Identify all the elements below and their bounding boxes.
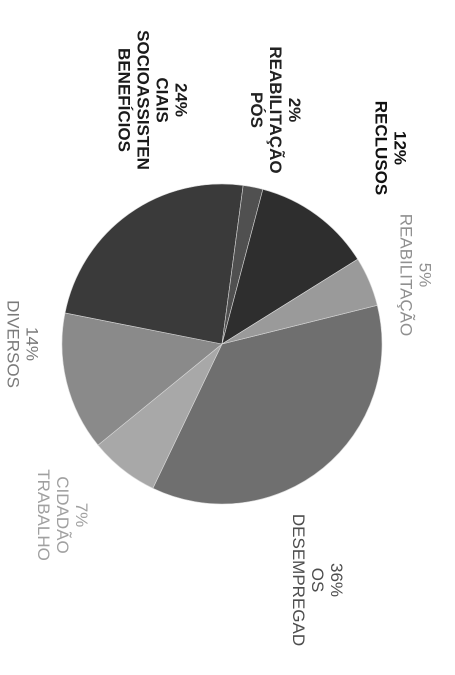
pie-slice-diversos <box>61 312 223 446</box>
pie-category-label: CIAIS <box>153 77 172 122</box>
pie-slice-reclusos <box>221 188 359 345</box>
pie-label-p-s-reabilita-o: PÓSREABILITAÇÃO2% <box>247 46 304 173</box>
pie-category-label: REABILITAÇÃO <box>266 46 286 173</box>
pie-category-label: CIDADÃO <box>53 476 72 553</box>
pie-label-desempregados: DESEMPREGADOS36% <box>289 514 346 646</box>
pie-labels: DESEMPREGADOS36% TRABALHOCIDADÃO7% DIVERSO… <box>4 30 435 646</box>
pie-category-label: TRABALHO <box>34 469 53 561</box>
pie-slice-reabilita-o <box>221 258 378 345</box>
pie-category-label: PÓS <box>247 92 266 128</box>
pie-category-label: DESEMPREGAD <box>289 514 308 646</box>
pie-slices <box>61 183 383 505</box>
pie-category-label: REABILITAÇÃO <box>397 214 416 337</box>
pie-category-label: DIVERSOS <box>4 300 23 388</box>
pie-category-label: BENEFÍCIOS <box>115 48 134 152</box>
pie-label-benef-cios-socioassistenciais: BENEFÍCIOSSOCIOASSISTENCIAIS24% <box>115 30 191 170</box>
pie-label-reclusos: RECLUSOS12% <box>372 101 410 195</box>
pie-label-trabalho-cidad-o: TRABALHOCIDADÃO7% <box>34 469 91 561</box>
pie-value-label: 5% <box>416 263 435 288</box>
pie-slice-benef-cios-socioassistenciais <box>64 183 244 345</box>
pie-label-reabilita-o: REABILITAÇÃO5% <box>397 214 435 337</box>
pie-category-label: OS <box>308 568 327 593</box>
pie-value-label: 24% <box>172 83 191 117</box>
pie-value-label: 36% <box>327 563 346 597</box>
pie-value-label: 7% <box>72 503 91 528</box>
pie-label-diversos: DIVERSOS14% <box>4 300 42 388</box>
pie-slice-desempregados <box>152 304 383 505</box>
pie-category-label: RECLUSOS <box>372 101 391 195</box>
pie-value-label: 14% <box>23 327 42 361</box>
pie-value-label: 2% <box>285 98 304 123</box>
pie-value-label: 12% <box>391 131 410 165</box>
pie-category-label: SOCIOASSISTEN <box>134 30 153 170</box>
